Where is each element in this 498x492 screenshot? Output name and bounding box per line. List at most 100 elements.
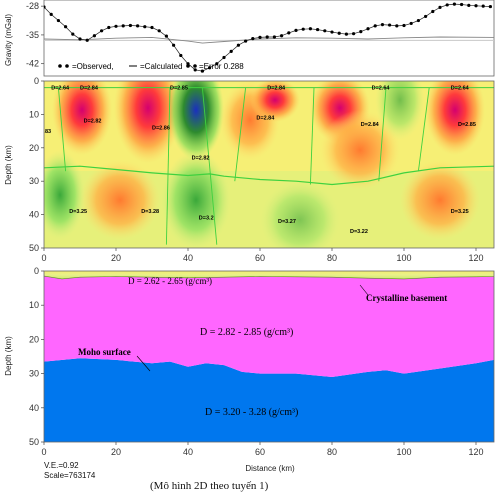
density-label: D=2.84 <box>256 115 275 121</box>
observed-point <box>366 27 370 31</box>
density-label: D=2.85 <box>458 122 476 128</box>
observed-point <box>424 14 428 19</box>
observed-point <box>287 31 291 35</box>
anomaly-red-1 <box>52 81 112 155</box>
observed-point <box>64 25 68 29</box>
interp-xtick-label: 120 <box>468 447 483 457</box>
observed-point <box>438 5 442 9</box>
density-label: D=2.84 <box>361 122 380 128</box>
distance-axis-label: Distance (km) <box>245 464 295 473</box>
observed-point <box>107 25 111 30</box>
observed-point <box>280 34 284 38</box>
layer-label-crust: D = 2.82 - 2.85 (g/cm³) <box>200 327 293 338</box>
observed-point <box>150 25 154 30</box>
gravity-panel: -28 -35 -42 Gravity (mGal) =Observed, =Cal… <box>4 0 495 77</box>
observed-point <box>272 35 276 39</box>
interp-ytick-label: 40 <box>29 403 39 413</box>
density-label: D=2.82 <box>84 119 102 125</box>
observed-point <box>56 18 61 23</box>
observed-point <box>431 9 435 14</box>
observed-point <box>229 49 233 53</box>
observed-point <box>85 38 89 42</box>
crust-layer <box>44 276 494 377</box>
observed-point <box>380 23 384 27</box>
heatmap-xtick-label: 80 <box>327 253 337 263</box>
observed-point <box>179 53 183 58</box>
observed-point <box>128 23 132 28</box>
model-block-boundary <box>201 87 218 245</box>
observed-point <box>467 3 471 7</box>
observed-point <box>301 27 305 31</box>
observed-point <box>208 66 212 70</box>
heatmap-ytick-label: 50 <box>29 243 39 253</box>
density-label: D=3.2 <box>199 216 214 222</box>
moho-pointer-line <box>136 355 151 372</box>
density-label: D=3.25 <box>451 209 469 215</box>
interp-depth-axis-label: Depth (km) <box>4 336 13 376</box>
anomaly-orange-4 <box>400 160 480 240</box>
heatmap-xtick-label: 20 <box>111 253 121 263</box>
gravity-ytick-label: -35 <box>26 30 39 40</box>
density-label: D=2.84 <box>80 85 99 91</box>
legend-observed-dot-2 <box>65 64 69 68</box>
density-label: D=2.82 <box>192 155 210 161</box>
observed-point <box>136 24 140 28</box>
annotation-moho-surface: Moho surface <box>78 347 131 357</box>
gravity-ytick-label: -42 <box>26 59 39 69</box>
observed-point <box>308 27 312 31</box>
observed-point <box>481 4 485 8</box>
gravity-ytick-label: -28 <box>26 1 39 11</box>
density-label: D=2.64 <box>372 85 391 91</box>
calculated-gravity-line <box>44 36 494 44</box>
heatmap-ytick-label: 20 <box>29 143 39 153</box>
model-block-boundary <box>378 87 387 182</box>
observed-point <box>388 23 392 27</box>
observed-point <box>143 25 147 29</box>
heatmap-ytick-label: 0 <box>34 76 39 86</box>
annotation-crystalline-basement: Crystalline basement <box>366 293 447 303</box>
observed-point <box>193 68 197 72</box>
anomaly-green-1 <box>161 150 231 248</box>
observed-point <box>359 30 363 34</box>
observed-point <box>121 24 125 28</box>
anomaly-blue-1 <box>168 81 224 160</box>
observed-point <box>323 29 327 33</box>
observed-point <box>316 27 320 32</box>
observed-point <box>49 12 53 16</box>
density-label: D=3.27 <box>278 219 296 225</box>
anomaly-red-3 <box>250 81 300 122</box>
observed-point <box>416 18 420 23</box>
observed-point <box>236 43 240 47</box>
figure-caption: (Mô hình 2D theo tuyến 1) <box>150 480 269 492</box>
observed-point <box>215 62 219 66</box>
basement-boundary <box>44 275 494 280</box>
gravity-axis-label: Gravity (mGal) <box>4 14 13 66</box>
density-model-panel: D=2.64 D=2.84 D=2.85 D=2.84 D=2.64 D=2.64 D=2.… <box>4 76 495 263</box>
heatmap-xtick-label: 0 <box>41 253 46 263</box>
observed-point <box>445 3 449 7</box>
observed-point <box>402 23 406 28</box>
observed-point <box>92 34 96 38</box>
heatmap-xtick-label: 100 <box>396 253 411 263</box>
anomaly-red-5 <box>425 81 485 155</box>
interpretation-panel: D = 2.62 - 2.65 (g/cm³) D = 2.82 - 2.85 … <box>4 266 495 473</box>
observed-point <box>395 24 399 28</box>
legend-observed-label: =Observed, <box>72 62 114 71</box>
interp-ytick-label: 50 <box>29 437 39 447</box>
density-label: D=3.28 <box>141 209 159 215</box>
density-label: D=2.86 <box>152 125 170 131</box>
model-block-boundary <box>417 87 430 172</box>
anomaly-red-2 <box>114 81 182 163</box>
density-label: D=2.84 <box>267 85 286 91</box>
legend-error-dot-2 <box>193 64 197 68</box>
observed-point <box>294 28 298 32</box>
observed-point <box>409 21 413 26</box>
observed-point <box>258 35 262 39</box>
layer-label-mantle: D = 3.20 - 3.28 (g/cm³) <box>205 407 298 418</box>
model-block-boundary <box>165 87 171 245</box>
scale-text: Scale=763174 <box>44 471 96 480</box>
layer-label-sediment: D = 2.62 - 2.65 (g/cm³) <box>128 276 212 286</box>
density-label: D=3.25 <box>69 209 87 215</box>
heatmap-xtick-label: 120 <box>468 253 483 263</box>
